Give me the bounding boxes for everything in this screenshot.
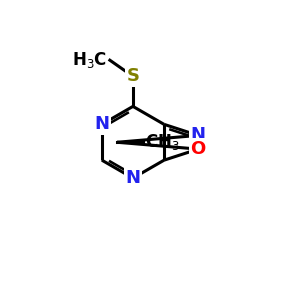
Text: S: S [127,68,140,85]
Text: N: N [94,115,110,133]
Text: CH$_3$: CH$_3$ [145,132,180,152]
Text: H$_3$C: H$_3$C [72,50,108,70]
Text: N: N [190,126,206,144]
Text: N: N [125,169,140,187]
Text: O: O [190,140,206,158]
